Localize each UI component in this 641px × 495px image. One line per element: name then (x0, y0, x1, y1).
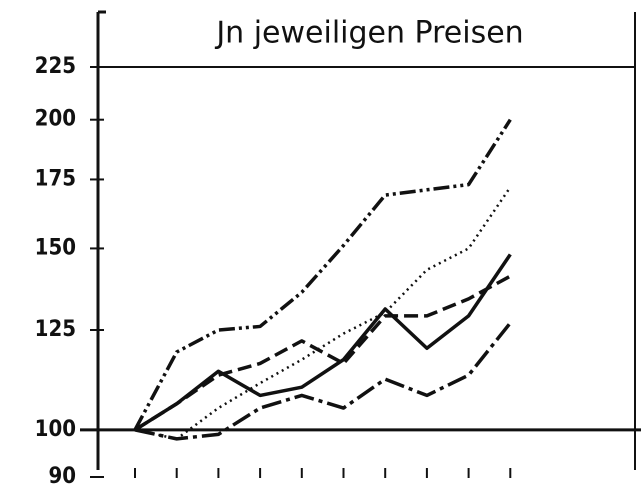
y-tick-label: 225 (35, 54, 76, 79)
y-tick-label: 200 (35, 107, 76, 132)
data-line (134, 186, 512, 441)
y-tick-label: 100 (35, 417, 76, 442)
y-tick-label: 150 (35, 235, 76, 260)
data-line (134, 253, 512, 432)
data-line (134, 274, 512, 432)
y-tick-label: 90 (48, 464, 76, 489)
data-line (134, 321, 512, 441)
data-line (133, 118, 512, 431)
y-tick-label: 125 (35, 317, 76, 342)
y-tick-label: 175 (35, 166, 76, 191)
chart-title: Jn jeweiligen Preisen (214, 16, 523, 51)
